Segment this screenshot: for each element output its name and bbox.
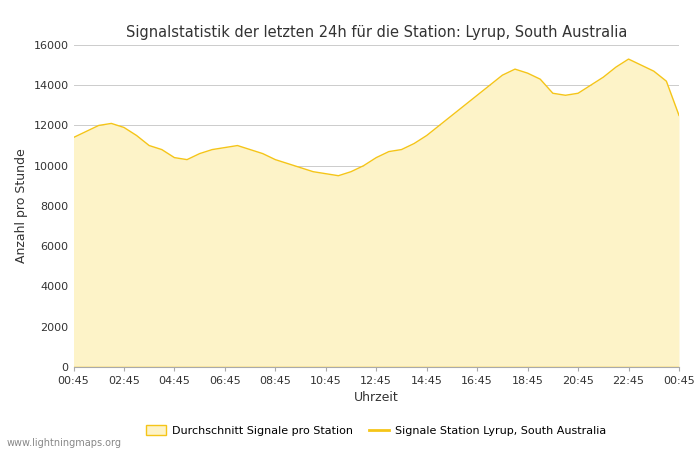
- X-axis label: Uhrzeit: Uhrzeit: [354, 392, 398, 405]
- Y-axis label: Anzahl pro Stunde: Anzahl pro Stunde: [15, 148, 28, 263]
- Title: Signalstatistik der letzten 24h für die Station: Lyrup, South Australia: Signalstatistik der letzten 24h für die …: [125, 25, 627, 40]
- Legend: Durchschnitt Signale pro Station, Signale Station Lyrup, South Australia: Durchschnitt Signale pro Station, Signal…: [146, 425, 606, 436]
- Text: www.lightningmaps.org: www.lightningmaps.org: [7, 438, 122, 448]
